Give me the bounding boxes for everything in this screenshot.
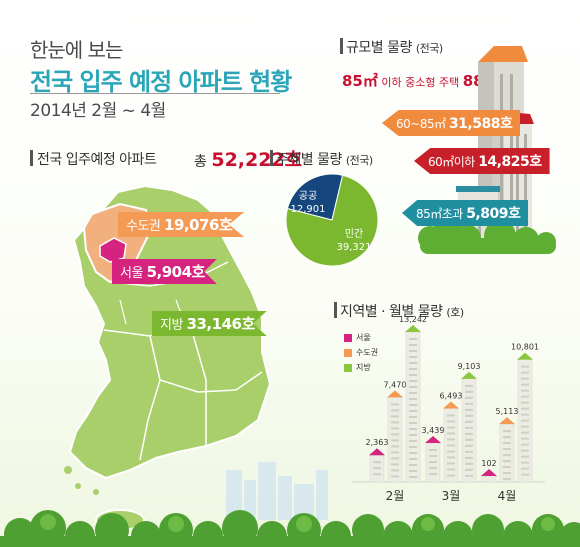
size-label: 85㎡초과	[416, 207, 463, 221]
bar-value-label: 102	[481, 459, 496, 468]
bar-value-label: 9,103	[458, 362, 481, 371]
seoul-label: 서울	[120, 266, 143, 281]
map-island	[75, 483, 81, 489]
regional-heading-sub: (호)	[446, 306, 464, 319]
map-border	[189, 323, 207, 446]
section-marker	[340, 38, 343, 54]
size-heading-text: 규모별 물량	[346, 40, 412, 56]
local-label: 지방	[160, 318, 183, 333]
regional-heading: 지역별 · 월별 물량 (호)	[340, 301, 464, 321]
bar-value-label: 13,242	[399, 315, 427, 324]
map-border	[159, 371, 263, 393]
bar-value-label: 5,113	[496, 407, 519, 416]
public-value: 12,901	[290, 204, 326, 215]
size-label: 60㎡이하	[428, 155, 475, 169]
bar-metro	[443, 401, 459, 483]
pie-slice-private	[285, 174, 379, 267]
size-heading: 규모별 물량 (전국)	[346, 37, 443, 57]
period-label: 2014년 2월 ~ 4월	[30, 101, 166, 121]
entity-heading-sub: (전국)	[345, 154, 373, 167]
bar-local	[405, 325, 421, 483]
legend-item: 서울	[344, 332, 378, 343]
entity-pie	[285, 173, 379, 267]
size-value: 31,588호	[448, 116, 513, 132]
regional-legend: 서울 수도권 지방	[344, 332, 378, 373]
legend-swatch-metro	[344, 348, 352, 357]
bar-value-label: 6,493	[440, 391, 463, 400]
legend-label: 지방	[356, 363, 371, 372]
size-value: 5,809호	[466, 206, 521, 222]
pie-slice-public	[286, 173, 344, 221]
size-heading-sub: (전국)	[415, 42, 443, 55]
legend-label: 수도권	[356, 348, 379, 357]
bar-seoul	[425, 436, 441, 483]
entity-heading-text: 주체별 물량	[276, 152, 342, 168]
map-island	[64, 466, 72, 474]
legend-item: 수도권	[344, 347, 378, 358]
legend-swatch-seoul	[344, 333, 352, 342]
bar-value-label: 7,470	[384, 380, 407, 389]
bar-local	[461, 371, 477, 483]
title-line1: 한눈에 보는	[30, 38, 123, 62]
tree-highlights	[40, 514, 555, 532]
section-marker	[30, 150, 33, 166]
map-seoul-region	[99, 237, 127, 263]
category-label: 2월	[386, 489, 405, 503]
bar-value-label: 3,439	[422, 426, 445, 435]
national-total: 총 52,222호	[194, 145, 302, 172]
title-divider	[30, 93, 280, 94]
section-marker	[334, 302, 337, 318]
bar-local	[517, 352, 533, 483]
pie-label-private: 민간 39,321	[334, 228, 374, 254]
local-callout: 지방 33,146호	[152, 311, 267, 336]
seoul-callout: 서울 5,904호	[112, 259, 217, 284]
total-value: 52,222호	[211, 149, 303, 171]
bar-metro	[387, 390, 403, 483]
entity-heading: 주체별 물량 (전국)	[276, 149, 373, 169]
bar-seoul	[481, 469, 497, 483]
highlight-text: 이하 중소형 주택	[381, 76, 460, 89]
highlight-value: 85㎡	[342, 72, 378, 90]
legend-swatch-local	[344, 363, 352, 372]
metro-value: 19,076호	[164, 216, 233, 234]
skyline	[226, 462, 328, 520]
public-label: 공공	[298, 191, 318, 202]
private-value: 39,321	[336, 242, 372, 253]
total-prefix: 총	[194, 154, 207, 170]
category-label: 3월	[442, 489, 461, 503]
size-value: 14,825호	[478, 154, 542, 170]
national-heading: 전국 입주예정 아파트	[37, 152, 157, 168]
size-callout-mid: 60~85㎡ 31,588호	[382, 110, 521, 136]
size-callout-small: 60㎡이하 14,825호	[414, 148, 550, 174]
bar-value-label: 10,801	[511, 343, 539, 352]
bar-value-label: 2,363	[366, 438, 389, 447]
size-callout-large: 85㎡초과 5,809호	[402, 200, 529, 226]
legend-label: 서울	[356, 333, 371, 342]
local-value: 33,146호	[186, 315, 256, 333]
page-title: 전국 입주 예정 아파트 현황	[30, 68, 292, 96]
map-border	[139, 335, 161, 461]
category-label: 4월	[498, 489, 517, 503]
private-label: 민간	[344, 229, 364, 240]
seoul-value: 5,904호	[146, 263, 206, 281]
metro-label: 수도권	[126, 219, 161, 234]
legend-item: 지방	[344, 362, 378, 373]
pie-label-public: 공공 12,901	[290, 190, 326, 216]
bar-seoul	[369, 448, 385, 483]
bar-metro	[499, 417, 515, 483]
regional-heading-text: 지역별 · 월별 물량	[340, 304, 443, 320]
section-marker	[270, 150, 273, 166]
metro-callout: 수도권 19,076호	[118, 212, 245, 237]
map-island	[93, 489, 99, 495]
size-label: 60~85㎡	[396, 117, 446, 131]
